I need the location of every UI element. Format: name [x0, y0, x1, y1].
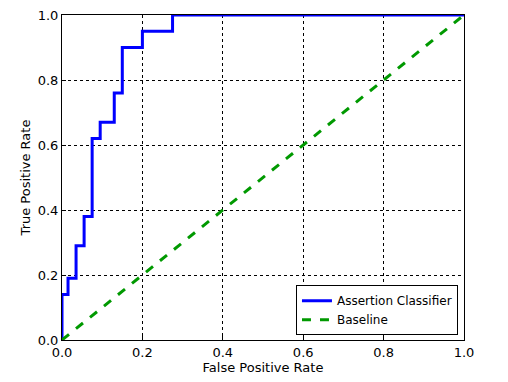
svg-text:0.4: 0.4 [212, 345, 233, 360]
svg-text:0.0: 0.0 [38, 333, 59, 348]
svg-text:False Positive Rate: False Positive Rate [203, 360, 324, 375]
svg-text:0.2: 0.2 [38, 268, 59, 283]
svg-text:0.0: 0.0 [52, 345, 73, 360]
svg-text:0.6: 0.6 [38, 138, 59, 153]
svg-text:0.8: 0.8 [38, 73, 59, 88]
svg-text:0.6: 0.6 [293, 345, 314, 360]
svg-text:1.0: 1.0 [454, 345, 475, 360]
svg-text:0.2: 0.2 [132, 345, 153, 360]
svg-text:1.0: 1.0 [38, 8, 59, 23]
svg-text:True Positive Rate: True Positive Rate [18, 120, 33, 237]
svg-text:Baseline: Baseline [337, 313, 388, 327]
svg-text:Assertion Classifier: Assertion Classifier [337, 294, 452, 308]
svg-text:0.8: 0.8 [373, 345, 394, 360]
svg-text:0.4: 0.4 [38, 203, 59, 218]
